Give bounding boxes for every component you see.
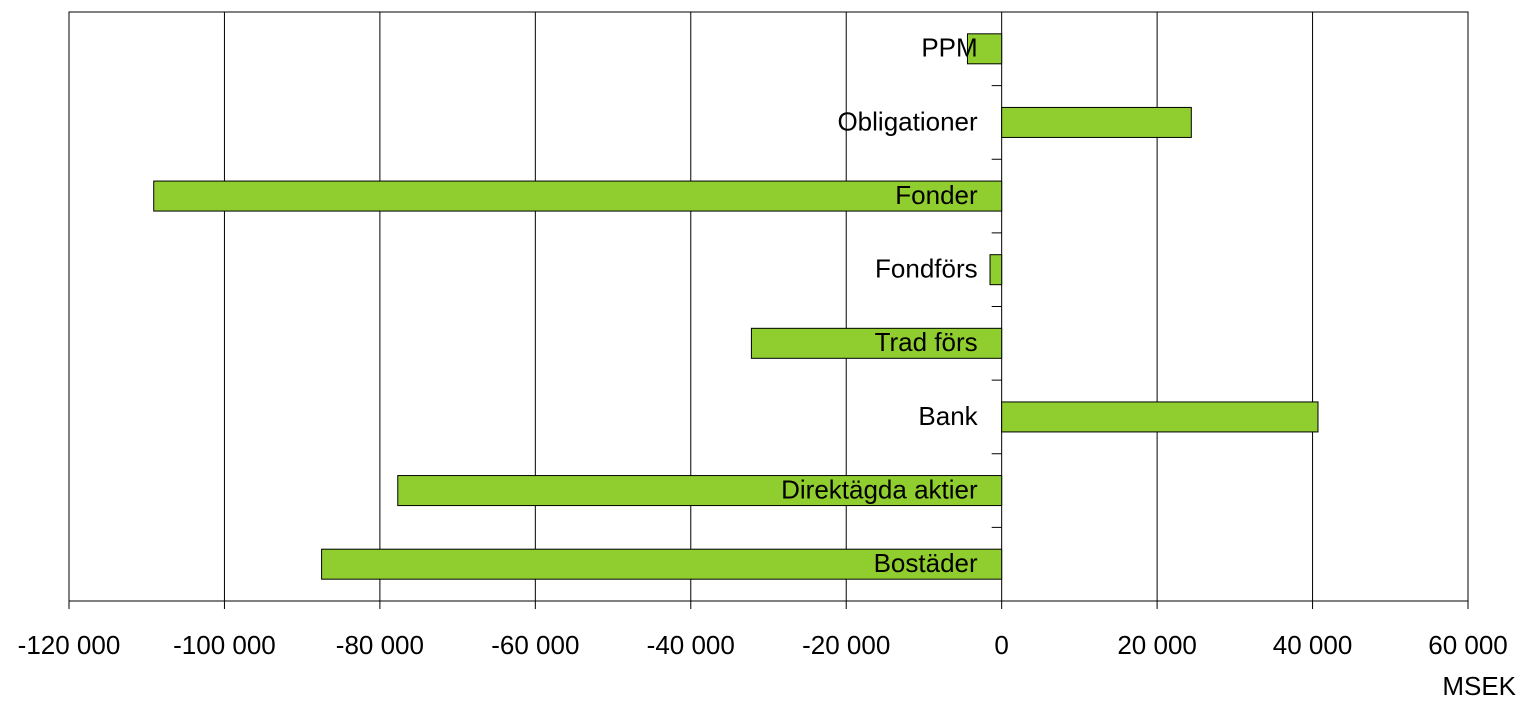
x-tick-label: 20 000 xyxy=(1117,630,1197,660)
bar xyxy=(750,327,1003,359)
x-tick-label: -40 000 xyxy=(647,630,735,660)
x-tick-label: -20 000 xyxy=(802,630,890,660)
category-label: Trad förs xyxy=(875,327,978,357)
bar xyxy=(1001,106,1192,138)
bar xyxy=(966,33,1003,65)
category-label: Direktägda aktier xyxy=(781,474,978,504)
x-tick-label: -120 000 xyxy=(18,630,121,660)
bar xyxy=(1001,401,1319,433)
category-label: Bostäder xyxy=(874,548,978,578)
x-axis-label: MSEK xyxy=(1442,671,1516,701)
bar xyxy=(397,475,1003,507)
category-label: Obligationer xyxy=(837,106,978,136)
category-label: Bank xyxy=(918,401,978,431)
category-label: PPM xyxy=(921,33,977,63)
x-tick-label: -100 000 xyxy=(173,630,276,660)
bar xyxy=(989,254,1003,286)
x-tick-label: 0 xyxy=(994,630,1008,660)
x-tick-label: 40 000 xyxy=(1273,630,1353,660)
category-label: Fonder xyxy=(895,180,978,210)
x-tick-label: 60 000 xyxy=(1428,630,1508,660)
category-label: Fondförs xyxy=(875,254,978,284)
x-tick-label: -60 000 xyxy=(491,630,579,660)
plot-frame xyxy=(68,11,1469,602)
bar xyxy=(321,548,1003,580)
bar xyxy=(153,180,1003,212)
x-tick-label: -80 000 xyxy=(336,630,424,660)
